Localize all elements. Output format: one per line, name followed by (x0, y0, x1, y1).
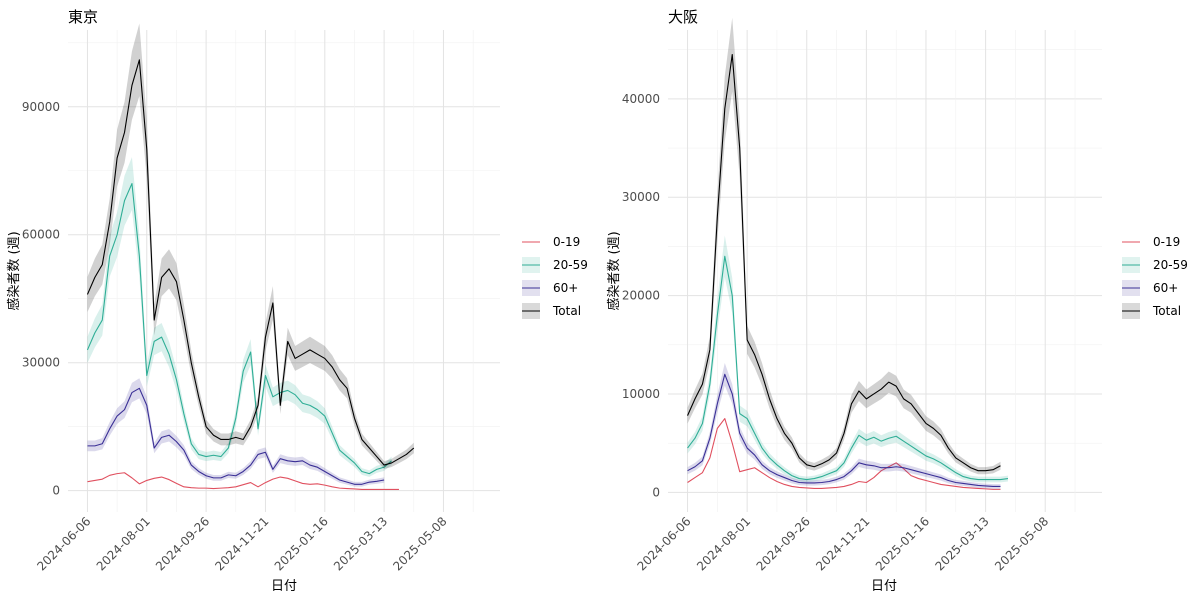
panel-osaka: 0 10000 20000 30000 40000 2024-06-06 2024-08-0… (606, 8, 1188, 594)
x-tick-label: 2025-01-16 (272, 514, 331, 573)
series-line-20-59 (86, 183, 392, 475)
y-axis-title: 感染者数 (週) (606, 231, 622, 310)
y-tick-label: 30000 (622, 190, 660, 204)
series-line-Total (687, 54, 1001, 472)
legend-label: 20-59 (1153, 258, 1188, 272)
x-tick-label: 2024-06-06 (634, 514, 693, 573)
legend-label: Total (552, 304, 581, 318)
x-axis-title: 日付 (871, 579, 897, 594)
series-band-20-59 (87, 157, 392, 477)
legend-label: 60+ (553, 281, 578, 295)
series-line-60+ (87, 387, 385, 485)
grid (668, 30, 1102, 512)
series-line-Total (86, 59, 415, 466)
panel-title: 東京 (68, 8, 98, 26)
y-tick-label: 40000 (622, 92, 660, 106)
y-tick-label: 0 (652, 485, 660, 499)
legend-label: 20-59 (553, 258, 588, 272)
legend: 0-19 20-59 60+ Total (522, 235, 588, 319)
x-tick-label: 2024-11-21 (813, 514, 872, 573)
y-axis-title: 感染者数 (週) (6, 231, 22, 310)
y-tick-label: 10000 (622, 387, 660, 401)
x-tick-label: 2024-09-26 (754, 514, 813, 573)
legend-label: 0-19 (1153, 235, 1180, 249)
x-tick-label: 2024-08-01 (94, 514, 153, 573)
x-tick-label: 2024-11-21 (212, 514, 271, 573)
panel-title: 大阪 (668, 8, 698, 26)
series-band-Total (87, 23, 414, 469)
series-line-20-59 (687, 255, 1009, 481)
legend-label: 60+ (1153, 281, 1178, 295)
x-tick-label: 2025-05-08 (992, 514, 1051, 573)
x-tick-label: 2025-01-16 (873, 514, 932, 573)
y-tick-label: 0 (52, 484, 60, 498)
x-tick-label: 2024-08-01 (694, 514, 753, 573)
series-group (86, 23, 415, 490)
grid (68, 30, 500, 512)
x-tick-label: 2025-05-08 (390, 514, 449, 573)
series-group (687, 17, 1009, 490)
x-tick-label: 2024-06-06 (34, 514, 93, 573)
y-tick-label: 90000 (22, 100, 60, 114)
x-tick-label: 2024-09-26 (153, 514, 212, 573)
y-tick-label: 20000 (622, 289, 660, 303)
series-line-0-19 (687, 418, 1001, 490)
series-band-20-59 (687, 235, 1008, 483)
x-axis-title: 日付 (271, 579, 297, 594)
legend: 0-19 20-59 60+ Total (1122, 235, 1188, 319)
y-tick-label: 60000 (22, 228, 60, 242)
y-tick-label: 30000 (22, 356, 60, 370)
legend-label: Total (1152, 304, 1181, 318)
x-tick-label: 2025-03-13 (932, 514, 991, 573)
series-line-60+ (687, 373, 1001, 487)
x-tick-label: 2025-03-13 (331, 514, 390, 573)
series-line-0-19 (87, 472, 399, 490)
legend-label: 0-19 (553, 235, 580, 249)
